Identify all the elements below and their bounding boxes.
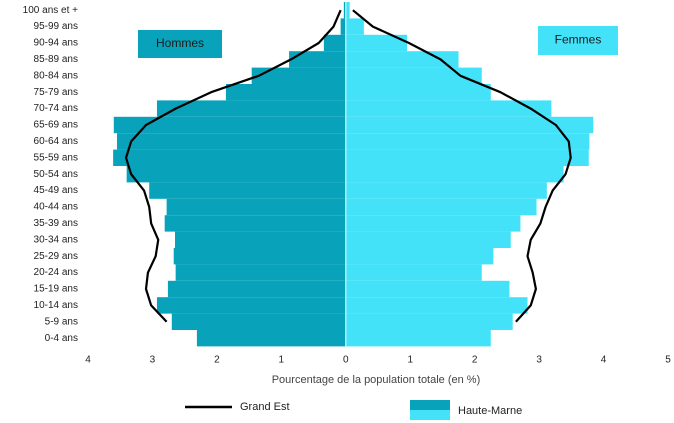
bar: [345, 330, 491, 347]
bar: [164, 215, 346, 232]
bar: [345, 84, 491, 101]
bar: [345, 313, 513, 330]
side-label-box: [538, 26, 618, 55]
category-label: 15-19 ans: [34, 284, 78, 295]
bar: [345, 100, 552, 117]
category-label: 50-54 ans: [34, 169, 78, 180]
bar: [345, 264, 482, 281]
category-label: 65-69 ans: [34, 120, 78, 131]
bar: [345, 198, 537, 216]
category-label: 70-74 ans: [34, 103, 78, 114]
bar: [345, 280, 510, 298]
bar: [345, 2, 350, 19]
bar: [251, 67, 346, 84]
bar: [156, 297, 346, 314]
bar: [345, 34, 407, 52]
x-tick-label: 0: [343, 355, 349, 366]
bar: [117, 133, 346, 150]
category-label: 35-39 ans: [34, 218, 78, 229]
bar: [323, 34, 346, 52]
bar: [149, 182, 346, 199]
bar: [340, 18, 346, 35]
x-tick-label: 1: [279, 355, 285, 366]
category-label: 55-59 ans: [34, 152, 78, 163]
bar: [345, 248, 494, 265]
bar: [167, 280, 346, 298]
x-tick-label: 4: [85, 355, 91, 366]
bar: [345, 133, 590, 150]
legend-swatch: [410, 410, 450, 420]
bar: [173, 248, 346, 265]
x-tick-label: 1: [407, 355, 413, 366]
category-label: 25-29 ans: [34, 251, 78, 262]
legend-label: Haute-Marne: [458, 405, 522, 417]
bar: [345, 116, 594, 134]
category-label: 85-89 ans: [34, 54, 78, 65]
x-tick-label: 2: [472, 355, 478, 366]
bar: [126, 166, 346, 183]
category-label: 60-64 ans: [34, 136, 78, 147]
category-label: 30-34 ans: [34, 234, 78, 245]
bar: [113, 116, 346, 134]
category-label: 75-79 ans: [34, 87, 78, 98]
side-label-box: [138, 30, 222, 58]
legend-swatch: [410, 400, 450, 410]
category-label: 0-4 ans: [45, 333, 78, 344]
category-label: 40-44 ans: [34, 202, 78, 213]
bar: [156, 100, 346, 117]
bar: [345, 182, 547, 199]
category-label: 90-94 ans: [34, 38, 78, 49]
category-label: 45-49 ans: [34, 185, 78, 196]
bar: [171, 313, 346, 330]
x-tick-label: 3: [150, 355, 156, 366]
bar: [166, 198, 346, 216]
x-tick-label: 3: [536, 355, 542, 366]
bar: [175, 264, 346, 281]
line: [124, 9, 342, 323]
x-tick-label: 2: [214, 355, 220, 366]
bar: [345, 297, 528, 314]
bar: [345, 149, 589, 166]
category-label: 5-9 ans: [45, 316, 78, 327]
line: [352, 9, 572, 323]
category-label: 10-14 ans: [34, 300, 78, 311]
bar: [289, 51, 346, 68]
category-label: 20-24 ans: [34, 267, 78, 278]
bar: [343, 2, 346, 19]
bar: [345, 166, 564, 183]
side-label: Femmes: [555, 33, 602, 47]
bar: [175, 231, 346, 248]
bar: [345, 215, 521, 232]
bar: [345, 67, 482, 84]
x-tick-label: 4: [601, 355, 607, 366]
bar: [113, 149, 346, 166]
x-tick-label: 5: [665, 355, 671, 366]
category-label: 95-99 ans: [34, 21, 78, 32]
legend-label: Grand Est: [240, 401, 290, 413]
bar: [225, 84, 346, 101]
bar: [196, 330, 346, 347]
category-label: 100 ans et +: [23, 5, 78, 16]
bar: [345, 231, 511, 248]
bar: [345, 18, 364, 35]
side-label: Hommes: [156, 36, 204, 50]
x-axis-title: Pourcentage de la population totale (en …: [272, 374, 481, 386]
category-label: 80-84 ans: [34, 70, 78, 81]
